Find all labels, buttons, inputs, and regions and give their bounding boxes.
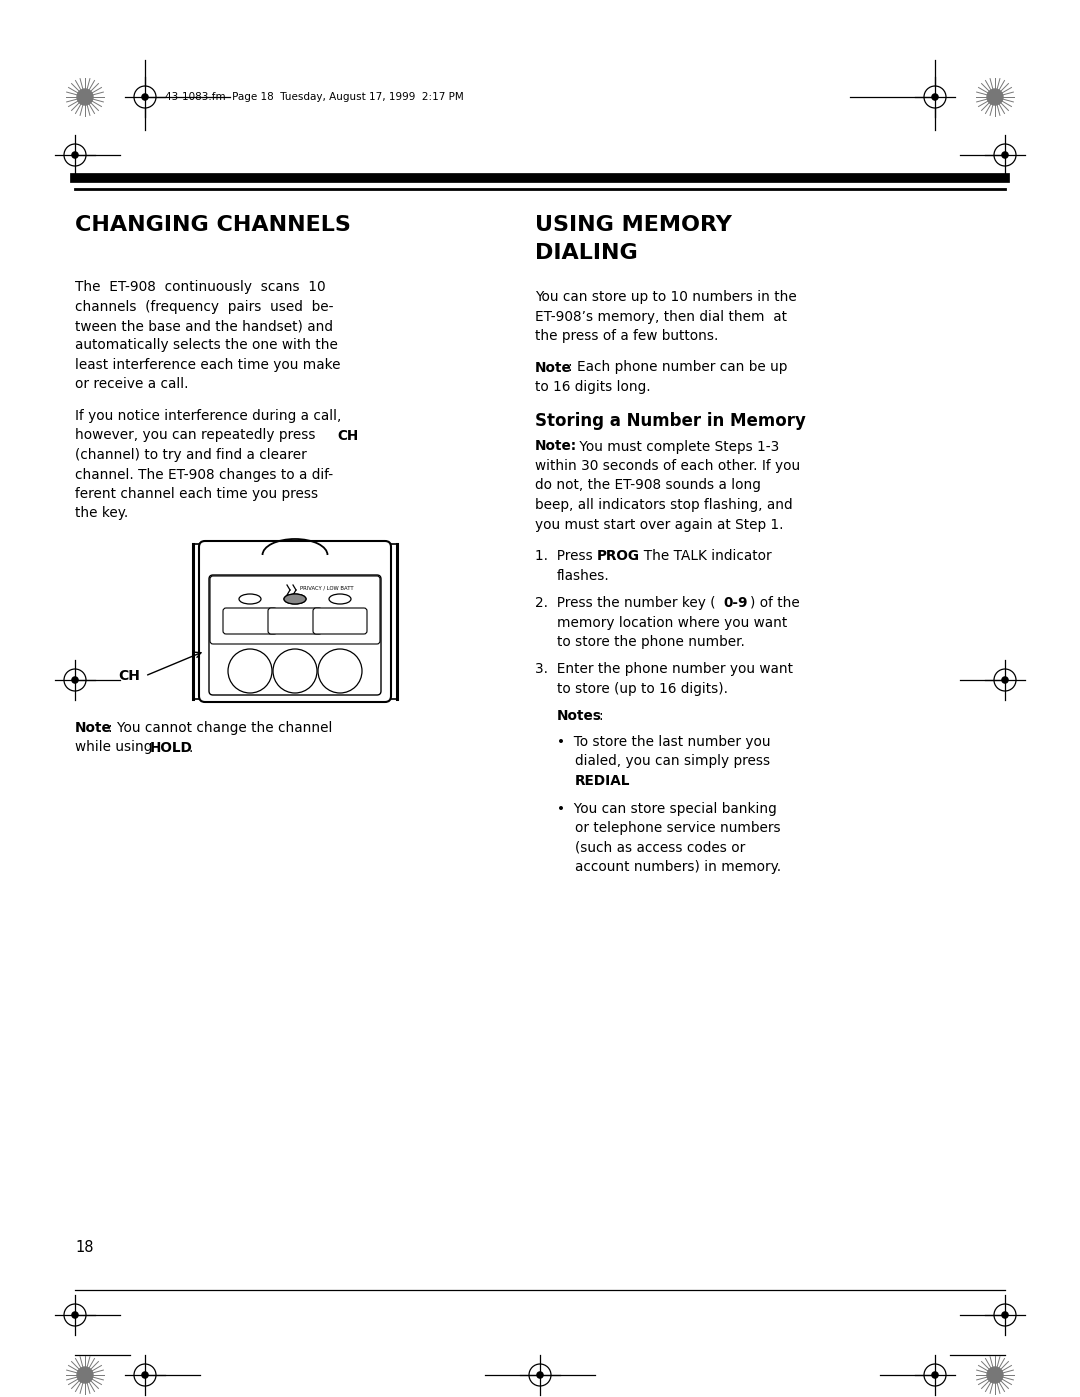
Text: Notes: Notes: [557, 710, 602, 724]
Text: USING MEMORY: USING MEMORY: [535, 215, 732, 235]
Text: memory location where you want: memory location where you want: [557, 616, 787, 630]
Circle shape: [228, 650, 272, 693]
Text: •  To store the last number you: • To store the last number you: [557, 735, 770, 749]
Ellipse shape: [329, 594, 351, 604]
Text: beep, all indicators stop flashing, and: beep, all indicators stop flashing, and: [535, 497, 793, 511]
Circle shape: [72, 1312, 78, 1319]
Text: or telephone service numbers: or telephone service numbers: [575, 821, 781, 835]
Text: CHANGING CHANNELS: CHANGING CHANNELS: [75, 215, 351, 235]
Text: ABC: ABC: [282, 666, 293, 672]
Circle shape: [987, 1368, 1003, 1383]
FancyBboxPatch shape: [199, 541, 391, 703]
Text: (such as access codes or: (such as access codes or: [575, 841, 745, 855]
Text: . The TALK indicator: . The TALK indicator: [635, 549, 771, 563]
FancyBboxPatch shape: [210, 576, 381, 694]
Text: If you notice interference during a call,: If you notice interference during a call…: [75, 409, 341, 423]
Text: CH: CH: [289, 616, 300, 626]
Text: Note: Note: [535, 360, 571, 374]
FancyBboxPatch shape: [268, 608, 322, 634]
Ellipse shape: [284, 594, 306, 604]
Text: within 30 seconds of each other. If you: within 30 seconds of each other. If you: [535, 460, 800, 474]
Circle shape: [273, 650, 318, 693]
Text: The  ET-908  continuously  scans  10: The ET-908 continuously scans 10: [75, 279, 326, 293]
Text: :: :: [598, 710, 603, 724]
Text: Note:: Note:: [535, 440, 577, 454]
Circle shape: [72, 152, 78, 158]
Text: or receive a call.: or receive a call.: [75, 377, 189, 391]
Text: the key.: the key.: [75, 507, 129, 521]
Text: to store the phone number.: to store the phone number.: [557, 636, 745, 650]
Text: channels  (frequency  pairs  used  be-: channels (frequency pairs used be-: [75, 299, 334, 313]
Text: 18: 18: [75, 1241, 94, 1255]
Text: : Each phone number can be up: : Each phone number can be up: [568, 360, 787, 374]
Text: PRIVACY / LOW BATT: PRIVACY / LOW BATT: [300, 585, 353, 590]
Text: PROG: PROG: [597, 549, 640, 563]
Text: 3.  Enter the phone number you want: 3. Enter the phone number you want: [535, 662, 793, 676]
FancyBboxPatch shape: [210, 576, 380, 644]
Circle shape: [932, 94, 939, 101]
Text: : You cannot change the channel: : You cannot change the channel: [108, 721, 333, 735]
Text: do not, the ET-908 sounds a long: do not, the ET-908 sounds a long: [535, 479, 761, 493]
Text: 1.  Press: 1. Press: [535, 549, 597, 563]
Circle shape: [537, 1372, 543, 1377]
Circle shape: [141, 94, 148, 101]
Text: DIALING: DIALING: [535, 243, 638, 263]
Circle shape: [1002, 1312, 1008, 1319]
Circle shape: [1002, 678, 1008, 683]
Text: 43-1083.fm  Page 18  Tuesday, August 17, 1999  2:17 PM: 43-1083.fm Page 18 Tuesday, August 17, 1…: [165, 92, 463, 102]
Text: channel. The ET-908 changes to a dif-: channel. The ET-908 changes to a dif-: [75, 468, 333, 482]
Text: .: .: [188, 740, 192, 754]
Text: account numbers) in memory.: account numbers) in memory.: [575, 861, 781, 875]
Text: ET-908’s memory, then dial them  at: ET-908’s memory, then dial them at: [535, 310, 787, 324]
Circle shape: [77, 1368, 93, 1383]
Text: ferent channel each time you press: ferent channel each time you press: [75, 488, 319, 502]
Text: while using: while using: [75, 740, 157, 754]
Text: the press of a few buttons.: the press of a few buttons.: [535, 330, 718, 344]
Text: Storing a Number in Memory: Storing a Number in Memory: [535, 412, 806, 429]
Circle shape: [77, 89, 93, 105]
Text: you must start over again at Step 1.: you must start over again at Step 1.: [535, 517, 783, 531]
Text: ) of the: ) of the: [750, 597, 800, 610]
Text: least interference each time you make: least interference each time you make: [75, 358, 340, 372]
Text: HOLD: HOLD: [150, 740, 193, 754]
FancyBboxPatch shape: [313, 608, 367, 634]
Text: You must complete Steps 1-3: You must complete Steps 1-3: [575, 440, 780, 454]
Circle shape: [141, 1372, 148, 1377]
Text: dialed, you can simply press: dialed, you can simply press: [575, 754, 770, 768]
Text: to 16 digits long.: to 16 digits long.: [535, 380, 650, 394]
Ellipse shape: [239, 594, 261, 604]
Text: automatically selects the one with the: automatically selects the one with the: [75, 338, 338, 352]
Ellipse shape: [284, 594, 306, 604]
Text: REDIAL: REDIAL: [575, 774, 631, 788]
Text: You can store up to 10 numbers in the: You can store up to 10 numbers in the: [535, 291, 797, 305]
Text: 2: 2: [294, 665, 305, 680]
Text: 2.  Press the number key (: 2. Press the number key (: [535, 597, 715, 610]
Circle shape: [1002, 152, 1008, 158]
Text: however, you can repeatedly press: however, you can repeatedly press: [75, 429, 320, 443]
Text: TALK: TALK: [241, 616, 259, 626]
Circle shape: [932, 1372, 939, 1377]
Text: 3: 3: [339, 665, 349, 680]
Text: tween the base and the handset) and: tween the base and the handset) and: [75, 319, 333, 332]
Text: CH: CH: [337, 429, 359, 443]
Text: •  You can store special banking: • You can store special banking: [557, 802, 777, 816]
FancyBboxPatch shape: [222, 608, 276, 634]
Text: (channel) to try and find a clearer: (channel) to try and find a clearer: [75, 448, 307, 462]
Text: CH: CH: [118, 669, 140, 683]
Text: 0-9: 0-9: [723, 597, 747, 610]
Text: OFF: OFF: [333, 616, 348, 626]
Text: .: .: [623, 774, 627, 788]
Text: 1: 1: [245, 665, 255, 680]
Text: to store (up to 16 digits).: to store (up to 16 digits).: [557, 682, 728, 696]
Text: flashes.: flashes.: [557, 569, 610, 583]
Circle shape: [318, 650, 362, 693]
Circle shape: [72, 678, 78, 683]
Text: DEF: DEF: [326, 666, 337, 672]
Circle shape: [987, 89, 1003, 105]
Text: Note: Note: [75, 721, 111, 735]
